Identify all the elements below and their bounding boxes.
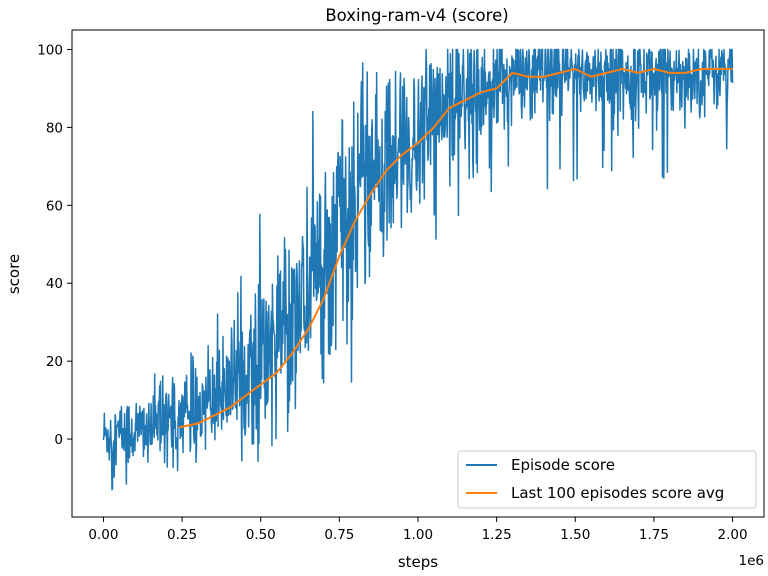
- x-axis: 0.00 0.25 0.50 0.75 1.00 1.25 1.50 1.75 2.00: [88, 517, 748, 543]
- y-tick-label: 0: [54, 432, 63, 448]
- y-tick-label: 20: [46, 354, 63, 370]
- series-layer: [102, 48, 734, 491]
- chart-title: Boxing-ram-v4 (score): [325, 6, 508, 25]
- x-tick-label: 0.50: [246, 527, 276, 543]
- legend-box: [457, 450, 757, 509]
- y-tick-label: 100: [37, 42, 63, 58]
- x-tick-label: 1.00: [403, 527, 433, 543]
- x-tick-label: 1.25: [482, 527, 512, 543]
- legend: Episode score Last 100 episodes score av…: [457, 450, 757, 509]
- series-episode-score-line: [102, 48, 734, 491]
- y-tick-label: 60: [46, 198, 63, 214]
- x-axis-label: steps: [398, 553, 438, 571]
- x-tick-label: 1.50: [560, 527, 590, 543]
- y-axis: 0 20 40 60 80 100: [37, 42, 72, 448]
- x-tick-label: 0.75: [324, 527, 354, 543]
- y-axis-label: score: [5, 254, 23, 294]
- x-tick-label: 0.00: [88, 527, 118, 543]
- y-tick-label: 40: [46, 276, 63, 292]
- x-offset-label: 1e6: [739, 553, 764, 569]
- y-tick-label: 80: [46, 120, 63, 136]
- series-score-avg-line: [178, 67, 733, 429]
- x-tick-label: 0.25: [167, 527, 197, 543]
- legend-label-score-avg: Last 100 episodes score avg: [511, 484, 724, 502]
- x-tick-label: 1.75: [639, 527, 669, 543]
- x-tick-label: 2.00: [718, 527, 748, 543]
- legend-label-episode-score: Episode score: [511, 456, 615, 474]
